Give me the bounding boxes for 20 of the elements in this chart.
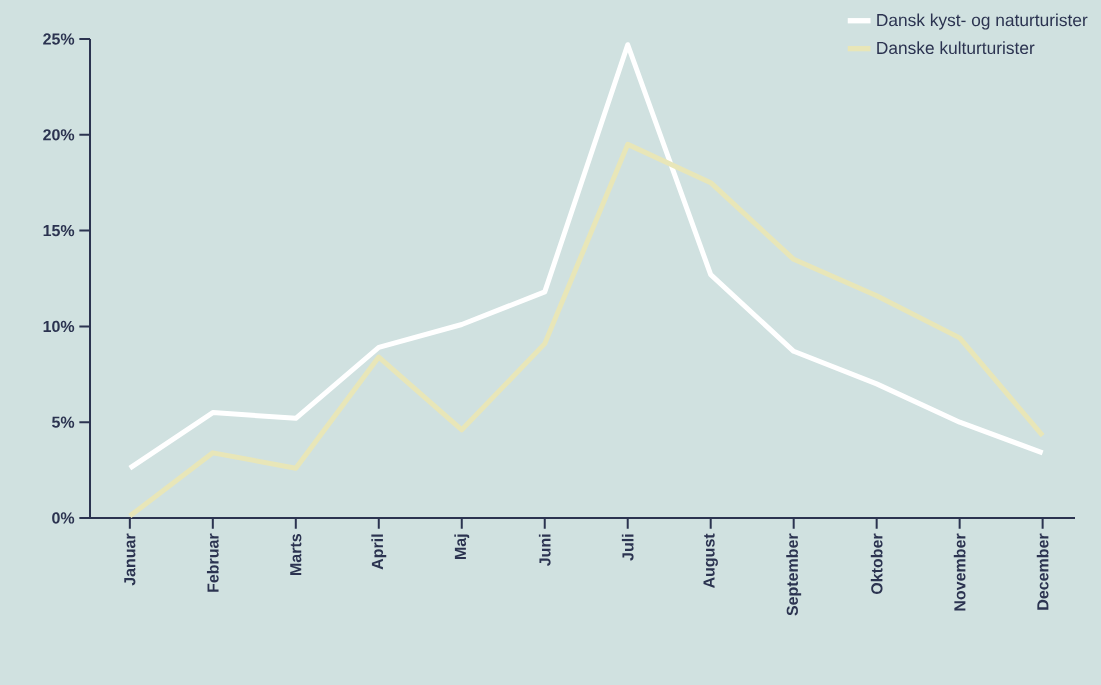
y-tick-label: 5%: [52, 416, 75, 428]
x-tick-label: September: [786, 533, 802, 616]
y-tick-label: 10%: [43, 320, 75, 333]
x-tick-label: August: [703, 533, 718, 589]
x-tick-label: April: [371, 534, 387, 570]
x-tick-label: December: [1036, 533, 1049, 610]
x-tick-label: Maj: [454, 534, 470, 559]
x-tick-label: Februar: [206, 533, 219, 592]
x-tick-label: November: [953, 533, 966, 611]
y-tick-label: 15%: [43, 224, 75, 237]
y-tick-label: 20%: [43, 129, 75, 141]
x-tick-label: Oktober: [870, 533, 883, 595]
y-tick-label: 0%: [52, 512, 75, 524]
legend-label: Dansk kyst- og naturturister: [877, 13, 1088, 30]
x-tick-label: Januar: [124, 533, 136, 586]
x-tick-label: Marts: [290, 534, 302, 575]
x-tick-label: Juli: [621, 534, 634, 561]
legend-label: Danske kulturturister: [877, 41, 1035, 55]
y-tick-label: 25%: [43, 33, 75, 45]
x-tick-label: Juni: [538, 534, 551, 566]
